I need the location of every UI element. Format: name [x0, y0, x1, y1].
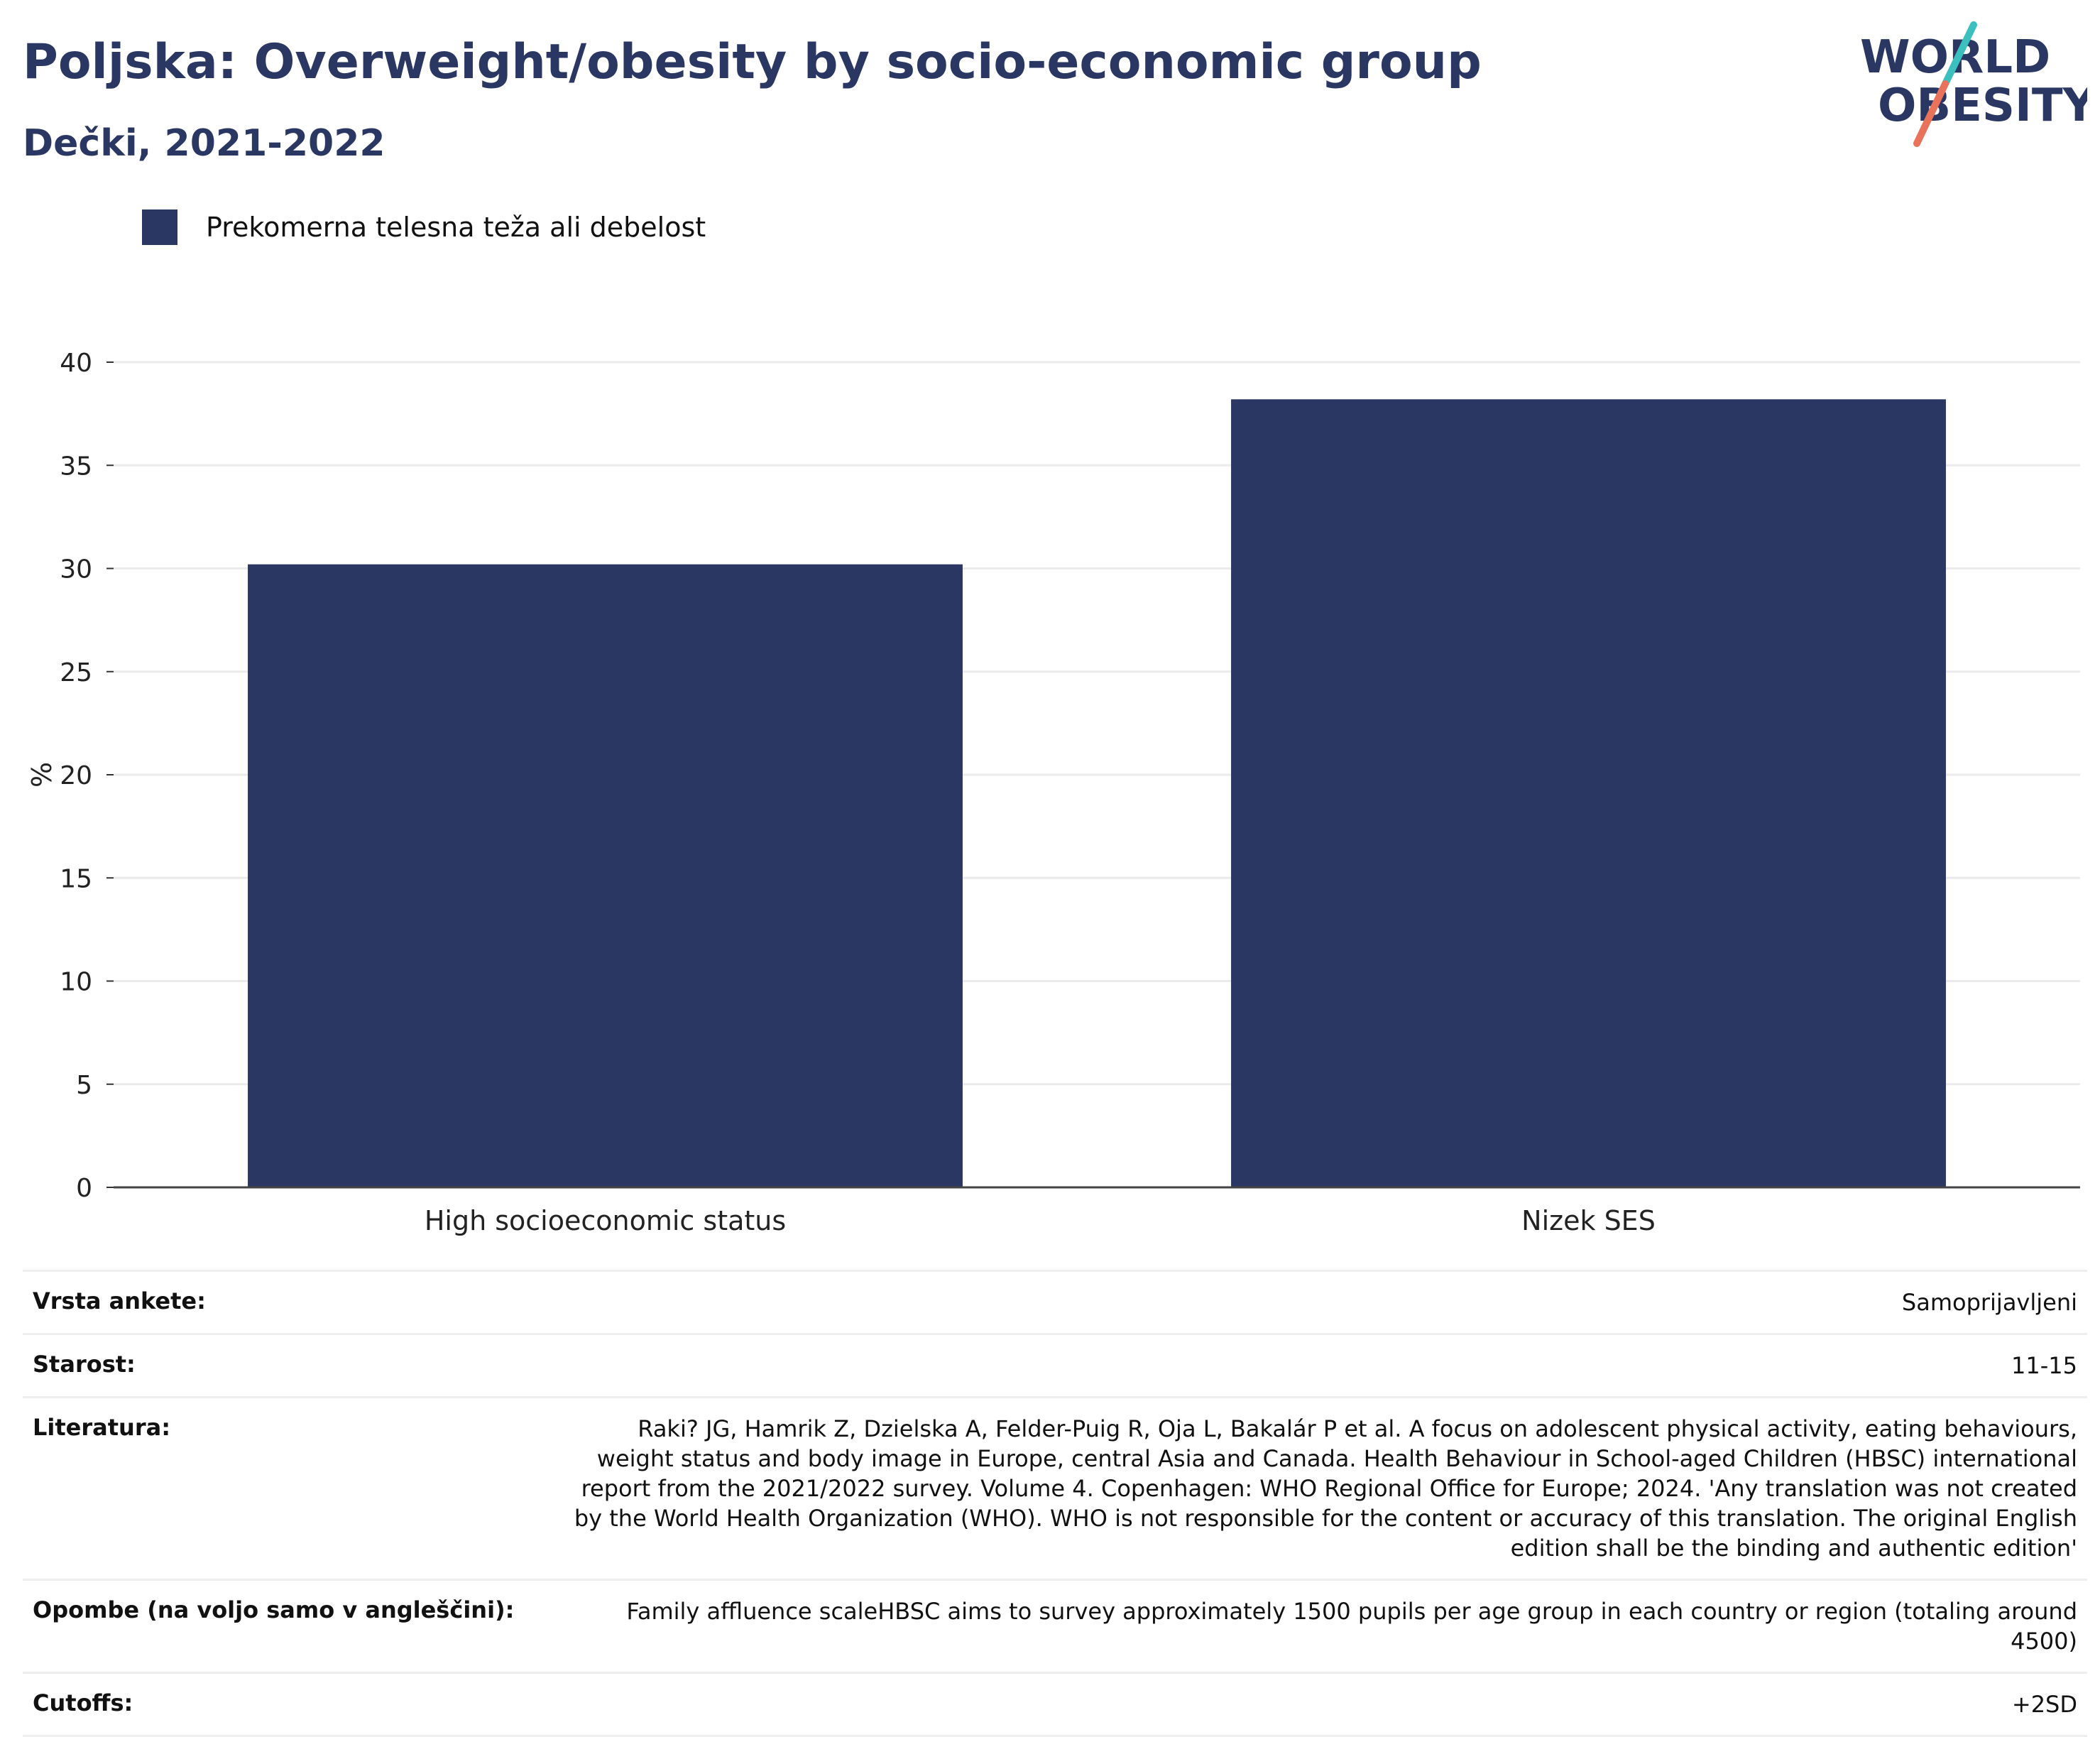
meta-label: Vrsta ankete:: [33, 1287, 206, 1314]
metadata-table: Vrsta ankete: Samoprijavljeni Starost: 11-1…: [23, 1270, 2087, 1737]
chart-subtitle: Dečki, 2021-2022: [23, 122, 385, 165]
legend-label: Prekomerna telesna teža ali debelost: [206, 212, 706, 243]
bar-chart: 0 5 10 15 20 25 30 35 40% High socioeconomic stat…: [26, 349, 2080, 1236]
y-tick-label: 40: [60, 349, 92, 378]
meta-row: Opombe (na voljo samo v angleščini): Fami…: [23, 1579, 2087, 1673]
y-tick-label: 15: [60, 864, 92, 893]
y-axis-label: %: [26, 762, 58, 788]
chart-title: Poljska: Overweight/obesity by socio-eco…: [23, 34, 1482, 90]
meta-value: Raki? JG, Hamrik Z, Dzielska A, Felder-P…: [574, 1415, 2077, 1562]
meta-row: Literatura: Raki? JG, Hamrik Z, Dzielska …: [23, 1397, 2087, 1580]
logo-slash-teal: [1942, 21, 1977, 87]
x-tick-label: High socioeconomic status: [425, 1205, 786, 1236]
meta-row: Starost: 11-15: [23, 1334, 2087, 1398]
meta-label: Cutoffs:: [33, 1689, 133, 1716]
meta-value: +2SD: [2011, 1691, 2077, 1718]
y-tick-label: 35: [60, 452, 92, 481]
y-tick-label: 10: [60, 968, 92, 997]
world-obesity-logo: WORLD OBESITY: [1860, 21, 2087, 147]
logo-line2: OBESITY: [1878, 80, 2087, 132]
bar: [1231, 399, 1946, 1187]
y-tick-label: 20: [60, 761, 92, 790]
x-tick-label: Nizek SES: [1521, 1205, 1656, 1236]
y-tick-label: 30: [60, 555, 92, 584]
meta-value: Samoprijavljeni: [1901, 1289, 2077, 1316]
y-tick-label: 25: [60, 658, 92, 687]
meta-row: Vrsta ankete: Samoprijavljeni: [23, 1270, 2087, 1334]
meta-value: 11-15: [2011, 1352, 2077, 1379]
logo-slash-coral: [1913, 80, 1949, 147]
legend: Prekomerna telesna teža ali debelost: [142, 209, 706, 245]
meta-label: Opombe (na voljo samo v angleščini):: [33, 1596, 515, 1623]
y-tick-label: 5: [76, 1071, 92, 1100]
legend-swatch: [142, 209, 177, 245]
y-tick-label: 0: [76, 1174, 92, 1203]
meta-value: Family affluence scaleHBSC aims to surve…: [626, 1598, 2077, 1655]
meta-label: Starost:: [33, 1351, 136, 1378]
meta-row: Cutoffs: +2SD: [23, 1672, 2087, 1736]
meta-label: Literatura:: [33, 1414, 170, 1441]
bar: [248, 564, 963, 1187]
